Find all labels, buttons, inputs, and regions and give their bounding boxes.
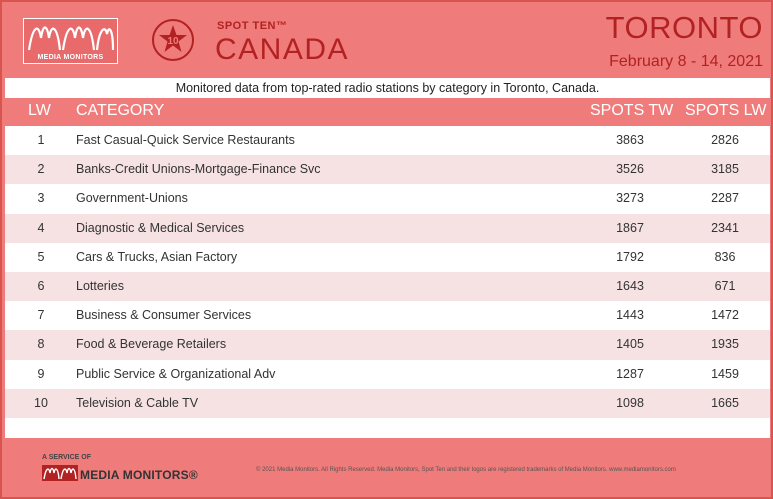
row-spots-tw: 1443 bbox=[616, 308, 644, 323]
table-row: 8 Food & Beverage Retailers 1405 1935 bbox=[5, 330, 770, 360]
row-category: Diagnostic & Medical Services bbox=[76, 220, 245, 235]
table-row: 4 Diagnostic & Medical Services 1867 234… bbox=[5, 213, 770, 243]
logo-text: MEDIA MONITORS bbox=[37, 54, 104, 61]
row-rank: 2 bbox=[37, 162, 45, 177]
footer-brand-text: MEDIA MONITORS bbox=[80, 468, 189, 482]
table-row: 1 Fast Casual-Quick Service Restaurants … bbox=[5, 126, 770, 156]
row-spots-tw: 3273 bbox=[616, 191, 644, 206]
service-label: A SERVICE OF bbox=[42, 454, 92, 461]
row-rank: 5 bbox=[37, 249, 45, 264]
row-category: Banks-Credit Unions-Mortgage-Finance Svc bbox=[76, 162, 321, 177]
city-title: TORONTO bbox=[605, 10, 763, 45]
row-spots-tw: 3863 bbox=[616, 133, 644, 147]
row-rank: 10 bbox=[34, 395, 48, 410]
row-rank: 1 bbox=[37, 133, 45, 147]
row-rank: 7 bbox=[37, 308, 45, 323]
table-row: 3 Government-Unions 3273 2287 bbox=[5, 184, 770, 214]
row-spots-tw: 1405 bbox=[616, 337, 644, 352]
row-spots-tw: 1792 bbox=[616, 249, 644, 264]
column-header-spots-lw: SPOTS LW bbox=[685, 102, 767, 119]
row-category: Cars & Trucks, Asian Factory bbox=[76, 249, 238, 264]
row-category: Government-Unions bbox=[76, 191, 188, 206]
row-spots-lw: 671 bbox=[714, 278, 736, 293]
table-footer-strip bbox=[5, 418, 770, 438]
row-rank: 3 bbox=[37, 191, 45, 206]
row-spots-lw: 1472 bbox=[711, 308, 739, 323]
row-spots-tw: 1643 bbox=[616, 278, 644, 293]
row-spots-lw: 1935 bbox=[711, 337, 739, 352]
country-title: CANADA bbox=[215, 33, 350, 66]
subtitle: Monitored data from top-rated radio stat… bbox=[5, 78, 770, 98]
row-category: Public Service & Organizational Adv bbox=[76, 366, 276, 381]
row-category: Lotteries bbox=[76, 278, 124, 293]
row-spots-lw: 1459 bbox=[711, 366, 739, 381]
column-header-spots-tw: SPOTS TW bbox=[590, 102, 674, 119]
row-category: Fast Casual-Quick Service Restaurants bbox=[76, 133, 295, 147]
table-header: LW CATEGORY SPOTS TW SPOTS LW bbox=[5, 99, 770, 125]
row-spots-tw: 1287 bbox=[616, 366, 644, 381]
row-spots-lw: 1665 bbox=[711, 395, 739, 410]
row-spots-lw: 836 bbox=[714, 249, 736, 264]
waveform-icon bbox=[27, 26, 115, 51]
table-row: 2 Banks-Credit Unions-Mortgage-Finance S… bbox=[5, 155, 770, 185]
row-spots-lw: 2287 bbox=[711, 191, 739, 206]
row-spots-tw: 3526 bbox=[616, 162, 644, 177]
row-rank: 9 bbox=[37, 366, 45, 381]
row-spots-tw: 1867 bbox=[616, 220, 644, 235]
star-icon bbox=[159, 25, 187, 52]
table-row: 6 Lotteries 1643 671 bbox=[5, 271, 770, 302]
row-rank: 6 bbox=[37, 278, 45, 293]
column-header-lw: LW bbox=[28, 102, 51, 119]
row-rank: 4 bbox=[37, 220, 45, 235]
row-spots-lw: 3185 bbox=[711, 162, 739, 177]
row-category: Television & Cable TV bbox=[76, 395, 199, 410]
spot-ten-label: SPOT TEN™ bbox=[217, 20, 288, 32]
table-row: 7 Business & Consumer Services 1443 1472 bbox=[5, 301, 770, 331]
media-monitors-logo: MEDIA MONITORS bbox=[23, 18, 118, 64]
table-row: 9 Public Service & Organizational Adv 12… bbox=[5, 359, 770, 389]
date-range: February 8 - 14, 2021 bbox=[609, 53, 763, 70]
table-row: 10 Television & Cable TV 1098 1665 bbox=[5, 388, 770, 418]
row-spots-tw: 1098 bbox=[616, 395, 644, 410]
registered-mark: ® bbox=[188, 468, 198, 482]
column-header-category: CATEGORY bbox=[76, 102, 165, 119]
row-spots-lw: 2826 bbox=[711, 133, 739, 147]
row-rank: 8 bbox=[37, 337, 45, 352]
badge-number: 10 bbox=[167, 36, 179, 47]
table-row: 5 Cars & Trucks, Asian Factory 1792 836 bbox=[5, 242, 770, 272]
spot-ten-badge: 10 bbox=[152, 19, 194, 61]
row-category: Food & Beverage Retailers bbox=[76, 337, 227, 352]
footer-brand-name: MEDIA MONITORS® bbox=[80, 468, 198, 482]
footer-waveform-icon bbox=[42, 465, 78, 481]
table-body: 1 Fast Casual-Quick Service Restaurants … bbox=[5, 126, 770, 418]
row-spots-lw: 2341 bbox=[711, 220, 739, 235]
row-category: Business & Consumer Services bbox=[76, 308, 252, 323]
copyright-text: © 2021 Media Monitors. All Rights Reserv… bbox=[256, 467, 676, 473]
